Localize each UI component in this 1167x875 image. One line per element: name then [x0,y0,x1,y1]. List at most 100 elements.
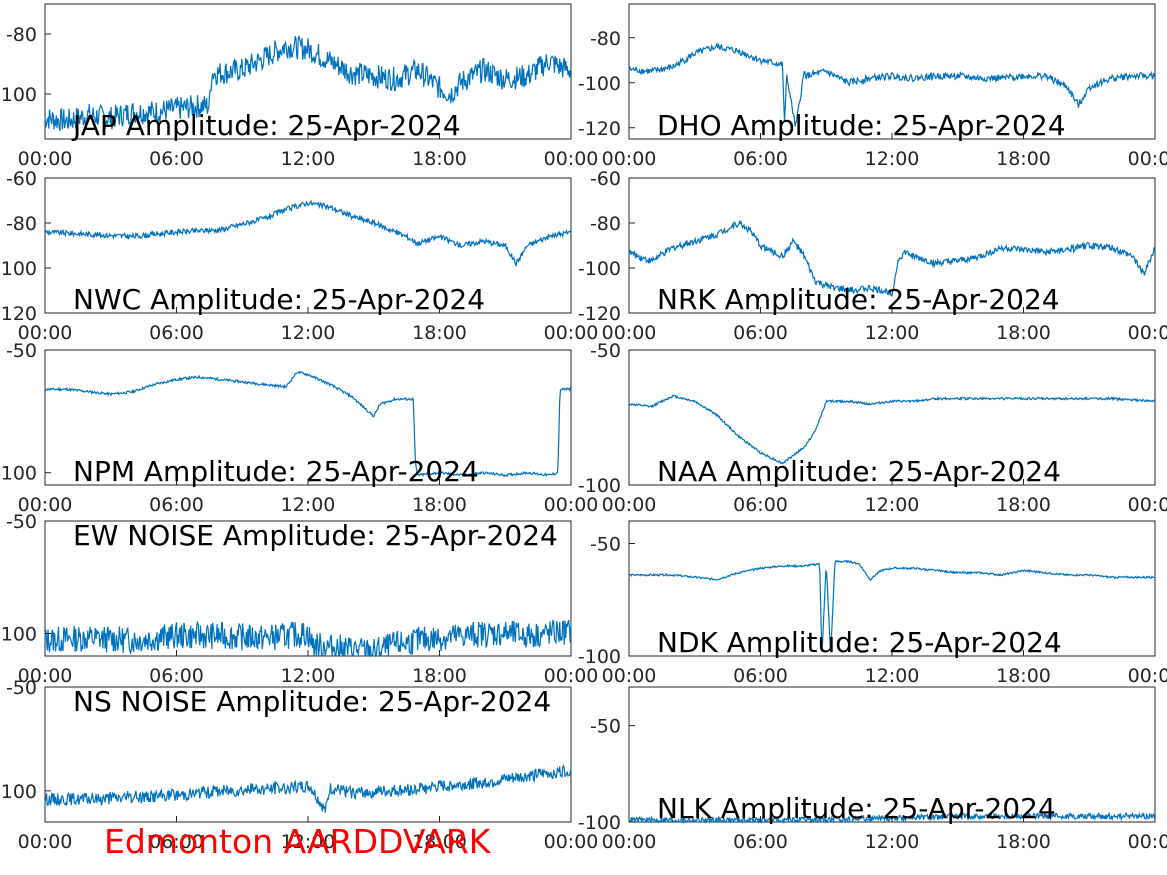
series-line [628,559,1156,652]
x-tick-label: 06:00 [149,494,204,516]
y-tick-label: -80 [590,213,621,235]
x-tick-label: 06:00 [733,148,788,170]
y-tick-label: 100 [1,258,37,280]
x-tick-label: 00:00 [1128,148,1167,170]
y-tick-label: -100 [578,646,621,668]
y-tick-label: -100 [578,812,621,834]
y-tick-label: -50 [6,677,37,699]
panel-title: NDK Amplitude: 25-Apr-2024 [657,626,1062,659]
panel-title: NRK Amplitude: 25-Apr-2024 [657,283,1060,316]
y-tick-label: -120 [578,303,621,325]
x-tick-label: 06:00 [149,148,204,170]
x-tick-label: 12:00 [865,322,920,344]
panel-title: EW NOISE Amplitude: 25-Apr-2024 [73,519,558,552]
y-tick-label: -50 [6,340,37,362]
x-tick-label: 18:00 [996,831,1051,853]
x-tick-label: 06:00 [733,831,788,853]
x-tick-label: 12:00 [865,665,920,687]
x-tick-label: 00:00 [1128,831,1167,853]
x-tick-label: 18:00 [996,322,1051,344]
x-tick-label: 00:00 [544,322,599,344]
y-tick-label: 100 [1,463,37,485]
x-tick-label: 18:00 [996,665,1051,687]
x-tick-label: 00:00 [544,831,599,853]
x-tick-label: 06:00 [733,322,788,344]
y-tick-label: -50 [590,534,621,556]
x-tick-label: 00:00 [544,148,599,170]
x-tick-label: 12:00 [281,322,336,344]
x-tick-label: 18:00 [996,148,1051,170]
y-tick-label: 120 [1,303,37,325]
series-line [44,619,572,658]
panel-1: -80 100 00:00 06:00 12:00 18:00 00:00 JAP Ampli… [1,3,599,170]
x-tick-label: 00:00 [18,665,73,687]
x-tick-label: 06:00 [733,665,788,687]
x-tick-label: 18:00 [996,494,1051,516]
y-tick-label: 100 [1,624,37,646]
footer-label: Edmonton AARDDVARK [104,822,492,861]
x-tick-label: 18:00 [412,322,467,344]
x-tick-label: 00:00 [602,831,657,853]
x-tick-label: 12:00 [281,148,336,170]
x-tick-label: 00:00 [544,494,599,516]
x-tick-label: 00:00 [544,665,599,687]
x-tick-label: 18:00 [412,831,467,853]
x-tick-label: 00:00 [602,494,657,516]
x-tick-label: 00:00 [18,322,73,344]
x-tick-label: 18:00 [412,148,467,170]
panel-title: NPM Amplitude: 25-Apr-2024 [73,455,479,488]
x-tick-label: 06:00 [149,665,204,687]
y-tick-label: -80 [6,24,37,46]
y-tick-label: -80 [6,213,37,235]
series-line [628,41,1156,127]
panel-title: NS NOISE Amplitude: 25-Apr-2024 [73,685,551,718]
x-tick-label: 06:00 [149,322,204,344]
y-tick-label: -100 [578,73,621,95]
panel-9: -50 100 00:00 06:00 12:00 18:00 00:00 NS NOISE … [1,677,599,853]
panel-title: NLK Amplitude: 25-Apr-2024 [657,792,1056,825]
series-line [628,219,1156,297]
x-tick-label: 12:00 [281,494,336,516]
y-tick-label: -80 [590,28,621,50]
x-tick-label: 00:00 [1128,665,1167,687]
panel-2: -80-100-12000:0006:0012:0018:0000:00DHO … [578,3,1167,170]
x-tick-label: 00:00 [18,148,73,170]
x-tick-label: 18:00 [412,494,467,516]
series-line [628,394,1156,465]
y-tick-label: -100 [578,475,621,497]
y-tick-label: -60 [6,168,37,190]
x-tick-label: 00:00 [1128,494,1167,516]
panel-title: DHO Amplitude: 25-Apr-2024 [657,109,1066,142]
series-line [44,370,572,478]
y-tick-label: 100 [1,781,37,803]
x-tick-label: 00:00 [18,494,73,516]
x-tick-label: 06:00 [149,831,204,853]
y-tick-label: -50 [590,716,621,738]
y-tick-label: -120 [578,118,621,140]
y-tick-label: -50 [6,511,37,533]
x-tick-label: 00:00 [1128,322,1167,344]
x-tick-label: 06:00 [733,494,788,516]
x-tick-label: 12:00 [865,494,920,516]
panel-4: -60-80-100-12000:0006:0012:0018:0000:00N… [578,168,1167,344]
y-tick-label: -50 [590,340,621,362]
series-line [44,763,572,813]
panel-title: JAP Amplitude: 25-Apr-2024 [71,109,461,142]
series-line [44,35,572,132]
panel-7: -50 100 00:00 06:00 12:00 18:00 00:00 EW NOISE … [1,511,599,687]
panel-title: NAA Amplitude: 25-Apr-2024 [657,455,1061,488]
x-tick-label: 00:00 [602,665,657,687]
y-tick-label: -100 [578,258,621,280]
x-tick-label: 12:00 [865,831,920,853]
x-tick-label: 12:00 [865,148,920,170]
y-tick-label: -60 [590,168,621,190]
y-tick-label: 100 [1,84,37,106]
series-line [44,199,572,267]
x-tick-label: 18:00 [412,665,467,687]
x-tick-label: 00:00 [602,322,657,344]
panel-title: NWC Amplitude: 25-Apr-2024 [73,283,485,316]
x-tick-label: 12:00 [281,831,336,853]
